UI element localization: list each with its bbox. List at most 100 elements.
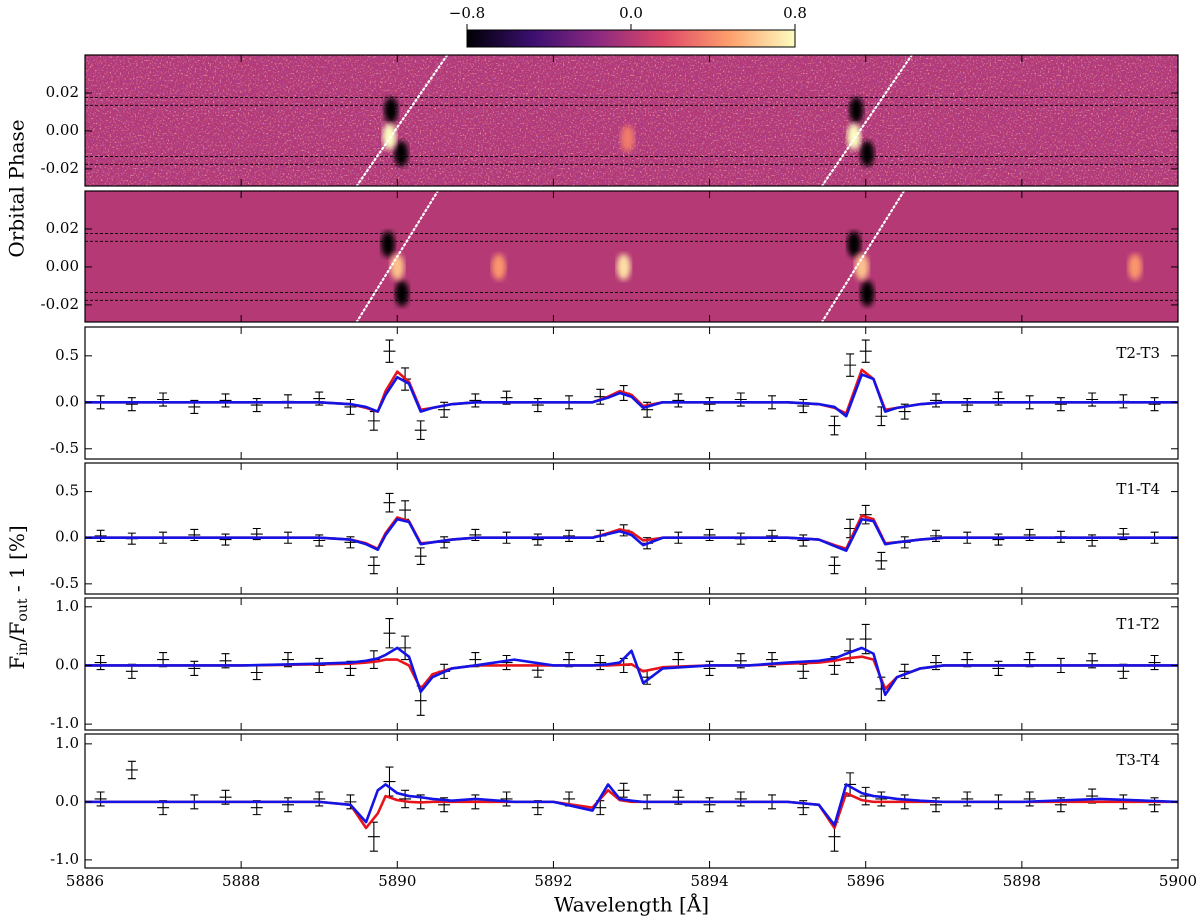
error-bar xyxy=(734,791,747,807)
axes-frame xyxy=(84,733,1179,869)
error-bar xyxy=(438,797,451,813)
error-bar xyxy=(594,654,607,671)
error-bar xyxy=(797,800,810,816)
error-bar xyxy=(1086,392,1099,407)
error-bar xyxy=(344,660,357,676)
error-bar xyxy=(828,556,841,575)
y-axis-label-part: - 1 [%] xyxy=(5,525,29,598)
error-bar xyxy=(188,399,201,415)
heatmap xyxy=(85,55,1178,186)
heatmap-feature xyxy=(849,97,864,124)
error-bar xyxy=(594,800,607,816)
error-bar xyxy=(500,791,513,807)
error-bar xyxy=(344,536,357,549)
y-axis-label-part: /F xyxy=(5,622,29,643)
heatmap-background xyxy=(85,191,1178,322)
y-tick-label: 0.00 xyxy=(46,121,79,139)
error-bar xyxy=(992,533,1005,546)
error-bar xyxy=(641,401,654,418)
y-tick-label: 0.0 xyxy=(55,392,79,410)
error-bar xyxy=(703,797,716,813)
error-bar xyxy=(94,529,107,542)
error-bar xyxy=(734,392,747,407)
error-bar xyxy=(219,533,232,546)
error-bar xyxy=(641,669,654,685)
error-bar xyxy=(94,654,107,671)
error-bar xyxy=(875,791,888,807)
heatmap-feature xyxy=(854,253,869,280)
error-bar xyxy=(469,528,482,542)
colorbar-tick-label: 0.0 xyxy=(619,4,643,22)
error-bar xyxy=(617,782,630,798)
error-bar xyxy=(929,797,942,813)
error-bar xyxy=(438,536,451,549)
error-bar xyxy=(188,528,201,542)
y-tick-label: 0.00 xyxy=(46,257,79,275)
colorbar-tick-label: −0.8 xyxy=(449,4,485,22)
plot-area xyxy=(85,339,1178,441)
error-bar xyxy=(1086,653,1099,669)
error-bar xyxy=(383,339,396,363)
error-bar xyxy=(1054,397,1067,412)
error-bar xyxy=(875,406,888,427)
error-bar xyxy=(898,663,911,679)
error-bar xyxy=(157,392,170,407)
x-tick-label: 5900 xyxy=(1159,872,1197,890)
error-bar xyxy=(844,638,857,664)
error-bar xyxy=(703,397,716,412)
y-tick-label: -0.02 xyxy=(41,295,79,313)
axes-frame xyxy=(84,462,1179,595)
error-bar xyxy=(313,391,326,406)
error-bar xyxy=(250,664,263,681)
model-line xyxy=(85,514,1178,551)
error-bar xyxy=(929,654,942,671)
error-bar xyxy=(125,663,138,679)
error-bar xyxy=(703,660,716,676)
y-axis-label: Fin/Fout - 1 [%] xyxy=(5,525,32,669)
y-axis-label-part: in xyxy=(15,642,31,656)
error-bar xyxy=(594,388,607,405)
plot-area xyxy=(85,760,1178,852)
axes-frame xyxy=(84,54,1179,187)
y-tick-label: 1.0 xyxy=(55,734,79,752)
plot-area xyxy=(85,617,1178,716)
planet-trail xyxy=(355,55,449,186)
colorbar-tick-label: 0.8 xyxy=(783,4,807,22)
planet-trail xyxy=(820,191,906,322)
heatmap-feature xyxy=(380,231,395,258)
x-tick-label: 5896 xyxy=(847,872,885,890)
error-bar xyxy=(125,397,138,412)
error-bar xyxy=(1023,791,1036,807)
error-bar xyxy=(313,791,326,807)
error-bar xyxy=(219,789,232,805)
error-bar xyxy=(531,662,544,678)
error-bar xyxy=(1148,797,1161,813)
error-bar xyxy=(188,660,201,676)
error-bar xyxy=(844,353,857,377)
error-bar xyxy=(250,527,263,541)
panel-label: T1-T4 xyxy=(1116,480,1160,498)
model-line xyxy=(85,655,1178,691)
error-bar xyxy=(250,800,263,816)
plot-area xyxy=(85,492,1178,575)
error-bar xyxy=(859,339,872,363)
error-bar xyxy=(992,660,1005,676)
y-axis-label: Orbital Phase xyxy=(5,119,29,257)
x-tick-label: 5886 xyxy=(66,872,104,890)
heatmap-feature xyxy=(860,140,875,167)
error-bar xyxy=(828,415,841,436)
model-line xyxy=(85,788,1178,830)
y-tick-label: 0.02 xyxy=(46,219,79,237)
axes-frame xyxy=(84,326,1179,460)
error-bar xyxy=(859,504,872,525)
heatmap-feature xyxy=(1128,253,1143,280)
error-bar xyxy=(859,786,872,806)
error-bar xyxy=(828,656,841,675)
error-bar xyxy=(992,391,1005,406)
error-bar xyxy=(125,760,138,780)
heatmap-feature xyxy=(616,253,631,280)
heatmap-feature xyxy=(491,253,506,280)
error-bar xyxy=(414,420,427,441)
error-bar xyxy=(703,528,716,542)
error-bar xyxy=(438,401,451,418)
